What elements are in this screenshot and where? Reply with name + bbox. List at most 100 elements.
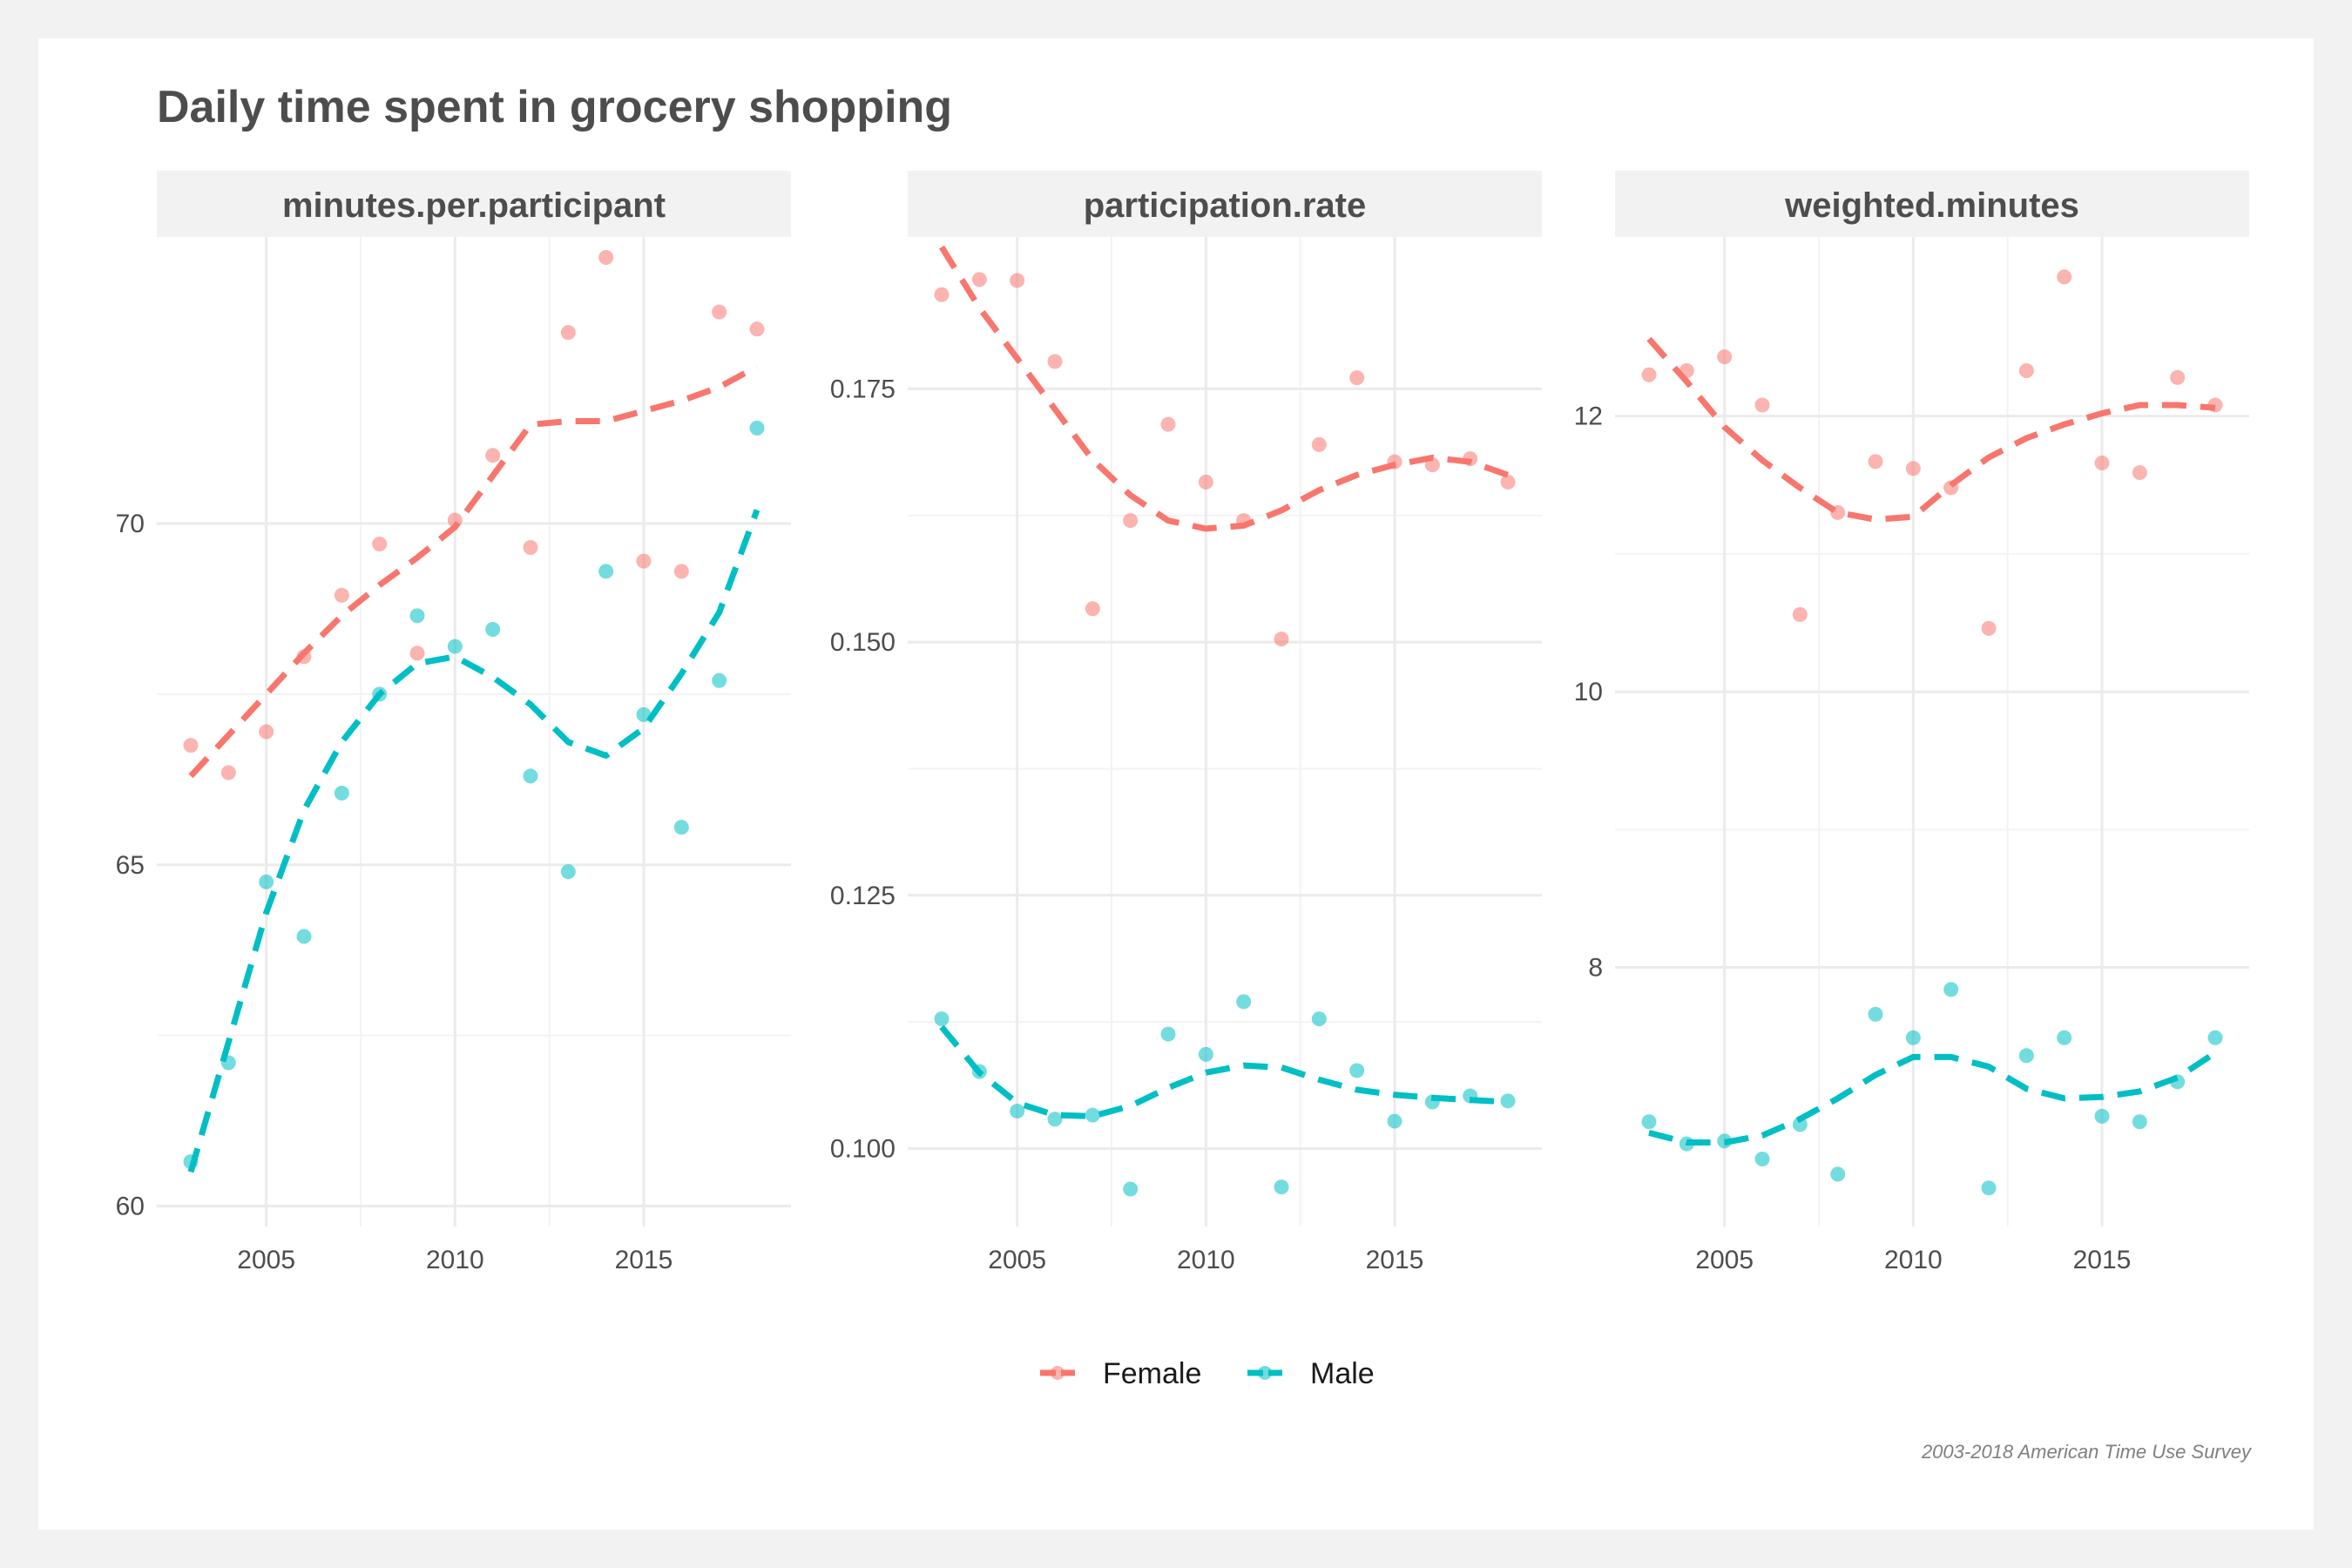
y-tick-label: 0.100 [830,1134,896,1163]
data-point-female [2132,465,2147,481]
data-point-male [372,686,388,702]
data-point-male [1641,1114,1657,1130]
trend-line-female [188,363,759,779]
y-tick-label: 70 [116,510,145,538]
data-point-male [1679,1136,1694,1152]
data-point-female [636,553,652,569]
data-point-male [1943,982,1959,997]
data-point-male [749,420,765,436]
data-point-female [934,287,950,302]
data-point-female [2057,269,2072,285]
data-point-male [1010,1103,1025,1119]
x-tick-label: 2010 [1177,1246,1235,1274]
data-point-male [673,820,689,835]
y-tick-label: 12 [1574,402,1603,431]
data-point-female [1679,362,1694,378]
data-point-male [220,1055,236,1071]
plot-card: Daily time spent in grocery shopping min… [38,38,2314,1530]
data-point-male [296,929,312,944]
data-point-male [334,786,349,801]
data-point-male [1123,1181,1139,1197]
legend-label: Female [1103,1357,1201,1390]
x-tick-label: 2010 [1884,1246,1943,1274]
data-point-male [712,672,727,688]
y-tick-label: 0.175 [830,375,896,403]
data-point-male [1905,1030,1921,1045]
data-point-female [1160,416,1176,432]
data-point-female [1085,601,1100,617]
data-point-female [220,765,236,781]
data-point-female [1047,354,1063,369]
legend-key-point [1258,1366,1272,1380]
data-point-female [409,645,425,661]
data-point-male [636,706,652,722]
data-point-female [2207,397,2223,413]
data-point-female [1236,513,1252,529]
data-point-female [1943,480,1959,496]
data-point-female [673,564,689,579]
panel-weighted-minutes: weighted.minutes 2005 2010 2015 8 10 12 [1574,171,2249,1274]
data-point-female [1500,474,1516,490]
data-point-female [598,250,614,266]
trend-line-female [1646,336,2216,523]
trend-line-male [939,1024,1509,1119]
x-tick-label: 2005 [237,1246,295,1274]
data-point-female [485,448,501,463]
y-tick-label: 60 [116,1192,145,1220]
panel-participation-rate: participation.rate 2005 2010 2015 0.100 0.125… [830,171,1542,1274]
trend-line-female [939,245,1510,532]
facet-strip [157,171,791,237]
data-point-male [2057,1030,2072,1045]
faceted-chart: Daily time spent in grocery shopping min… [116,82,2253,1463]
facet-strip-label: minutes.per.participant [282,186,666,225]
legend-label: Male [1310,1357,1375,1390]
data-point-male [409,608,425,624]
data-point-male [598,564,614,579]
x-tick-label: 2015 [615,1246,673,1274]
panel-minutes-per-participant: minutes.per.participant 2005 2010 2015 60 65 7… [116,171,791,1274]
y-tick-label: 8 [1588,954,1603,983]
data-point-male [1349,1063,1365,1078]
x-tick-label: 2005 [1695,1246,1754,1274]
data-point-female [1010,273,1025,288]
x-tick-label: 2010 [426,1246,484,1274]
data-point-female [372,537,388,552]
facet-strip-label: participation.rate [1084,186,1367,225]
data-point-male [2018,1048,2034,1064]
data-point-female [1311,436,1327,452]
data-point-female [1981,620,1997,636]
x-tick-label: 2015 [2073,1246,2132,1274]
data-point-female [971,272,987,287]
data-point-male [1868,1006,1883,1022]
data-point-female [1717,349,1733,365]
data-point-female [296,649,312,665]
data-point-female [1754,397,1770,413]
data-point-female [1830,504,1846,520]
y-tick-label: 10 [1574,678,1603,706]
data-point-male [1274,1179,1289,1195]
trend-line-male [1648,1050,2217,1146]
data-point-female [523,539,538,555]
data-point-male [2132,1114,2147,1130]
data-point-male [447,639,463,654]
data-point-female [712,304,727,320]
data-point-female [259,724,274,740]
x-tick-label: 2005 [988,1246,1046,1274]
data-point-male [560,864,576,880]
data-point-male [971,1064,987,1079]
data-point-male [1311,1011,1327,1027]
data-point-male [259,874,274,889]
data-point-female [1424,457,1440,473]
data-point-female [2094,455,2110,470]
legend-item-female: Female [1040,1357,1201,1390]
data-point-male [1717,1133,1733,1149]
data-point-male [485,621,501,637]
data-point-female [1198,474,1213,490]
data-point-male [1754,1151,1770,1166]
data-point-male [1198,1046,1213,1062]
data-point-male [1792,1117,1808,1132]
data-point-female [1792,607,1808,623]
trend-line-male [187,509,760,1173]
data-point-female [1274,632,1289,647]
facet-strip-label: weighted.minutes [1784,186,2079,225]
